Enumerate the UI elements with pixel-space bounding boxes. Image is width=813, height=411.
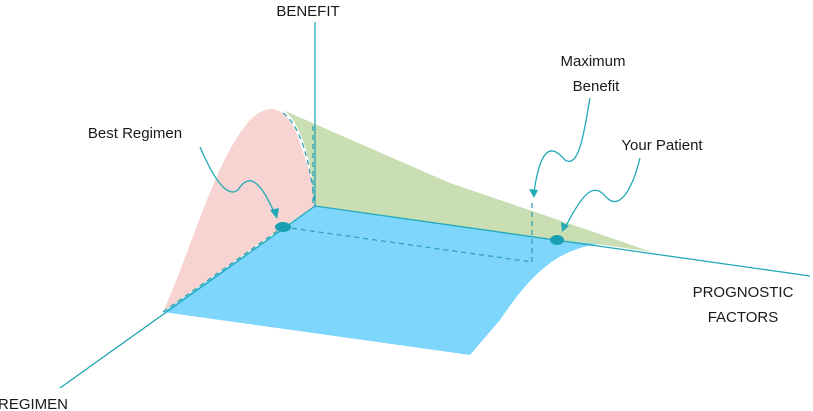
arrowheads <box>270 189 569 232</box>
benefit-axis-label: BENEFIT <box>276 3 339 20</box>
maximum-benefit-label-line2: Benefit <box>573 78 621 95</box>
best-regimen-marker <box>275 222 291 232</box>
your-patient-marker <box>550 235 564 245</box>
regimen-axis <box>59 205 316 389</box>
blue-surface <box>163 206 598 355</box>
best-regimen-arrow <box>199 146 275 213</box>
prognostic-axis-label-line2: FACTORS <box>708 309 779 326</box>
dashed-guides <box>162 112 533 313</box>
prognostic-axis-label-line1: PROGNOSTIC <box>693 284 794 301</box>
maximum-benefit-label-line1: Maximum <box>560 53 625 70</box>
best-regimen-label: Best Regimen <box>88 125 182 142</box>
your-patient-label: Your Patient <box>621 137 703 154</box>
green-surface <box>283 110 652 252</box>
pink-surface <box>163 109 315 312</box>
your-patient-arrow <box>564 157 641 229</box>
annotation-arrows <box>199 97 641 229</box>
regimen-axis-label: REGIMEN <box>0 396 68 411</box>
maximum-benefit-arrow <box>533 97 591 193</box>
